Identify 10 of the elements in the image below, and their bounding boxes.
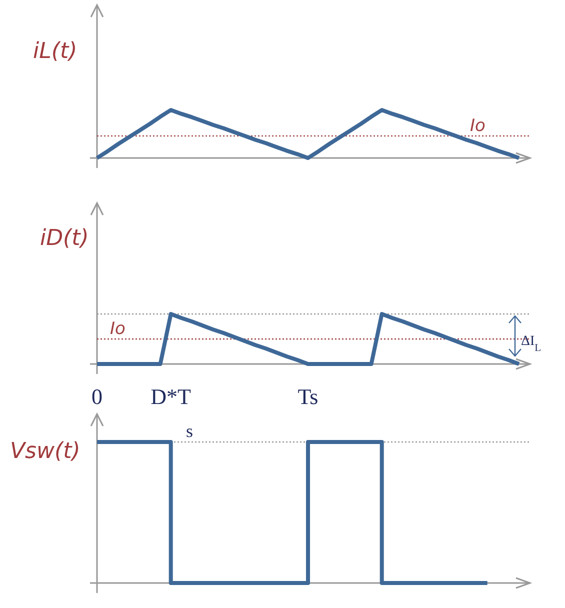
x-tick-label: D*T [150, 384, 192, 409]
ref-line-label: Io [470, 116, 486, 136]
x-tick-label: 0 [92, 384, 102, 409]
ref-line-label: Io [110, 319, 126, 339]
y-axis-title: iD(t) [40, 226, 89, 251]
text: s [186, 421, 194, 441]
x-tick-label: Ts [298, 384, 318, 409]
y-axis-title: iL(t) [33, 39, 78, 64]
y-axis-title: Vsw(t) [10, 439, 80, 464]
annotation: ΔI$_{L}$ [521, 334, 542, 354]
